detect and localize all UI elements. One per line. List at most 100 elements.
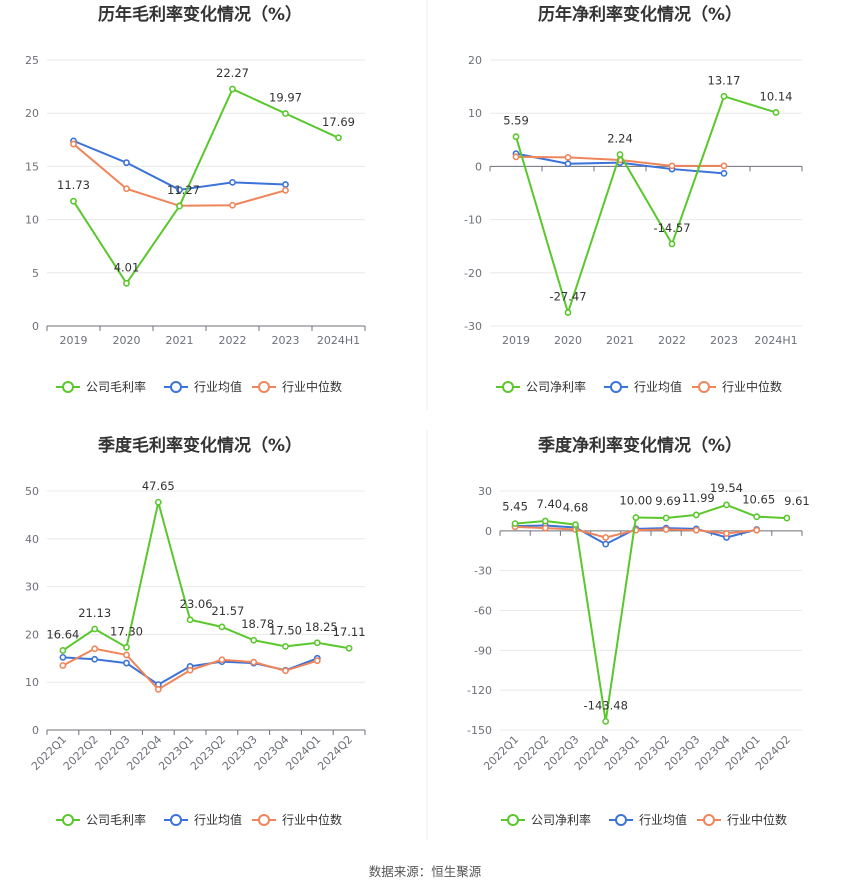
x-tick-label: 2020 xyxy=(113,334,141,347)
data-point-company xyxy=(723,501,730,509)
y-tick-label: -30 xyxy=(464,320,482,333)
legend-swatch-marker xyxy=(615,814,627,826)
quarterly-net-margin-chart: 季度净利率变化情况（%）-150-120-90-60-300302022Q120… xyxy=(467,435,810,827)
data-point-industry_median xyxy=(218,656,226,664)
x-tick-label: 2023 xyxy=(710,334,738,347)
x-tick-label: 2024Q2 xyxy=(315,733,355,773)
data-point-company xyxy=(692,511,700,519)
data-point-company xyxy=(91,625,99,633)
data-label: -14.57 xyxy=(653,221,690,235)
data-label: 2.24 xyxy=(607,131,633,145)
data-label: 19.97 xyxy=(269,91,302,105)
legend-swatch-marker xyxy=(62,814,74,826)
y-tick-label: 10 xyxy=(25,214,39,227)
data-point-company xyxy=(602,717,610,725)
x-tick-label: 2021 xyxy=(166,334,194,347)
data-point-industry_median xyxy=(512,153,520,161)
series-line-company xyxy=(72,88,339,285)
data-point-industry_median xyxy=(282,667,289,675)
data-point-company xyxy=(772,109,780,116)
data-point-company xyxy=(572,521,579,529)
data-point-industry_median xyxy=(250,658,258,666)
data-point-company xyxy=(282,110,289,117)
data-point-company xyxy=(783,514,791,522)
y-tick-label: 0 xyxy=(485,525,492,538)
data-label: 16.64 xyxy=(46,627,79,641)
legend-item-industry_median: 行业中位数 xyxy=(252,379,342,394)
data-point-industry_median xyxy=(753,526,761,534)
data-label: 17.50 xyxy=(269,623,302,637)
x-tick-label: 2021 xyxy=(606,334,634,347)
data-point-company xyxy=(282,642,289,650)
legend-swatch-marker xyxy=(507,814,519,826)
data-label: 22.27 xyxy=(216,66,249,80)
data-point-company xyxy=(123,643,130,651)
data-point-industry_median xyxy=(602,534,610,541)
chart-title: 历年毛利率变化情况（%） xyxy=(98,4,302,25)
legend-item-company: 公司毛利率 xyxy=(56,379,146,394)
y-tick-label: 30 xyxy=(478,485,492,498)
y-tick-label: 15 xyxy=(25,160,39,173)
data-label: 21.13 xyxy=(78,606,111,620)
data-point-company xyxy=(616,151,624,158)
legend-item-industry_avg: 行业均值 xyxy=(164,812,242,827)
data-label: 21.57 xyxy=(211,604,244,618)
data-point-industry_median xyxy=(720,162,728,170)
y-tick-label: 30 xyxy=(25,581,39,594)
data-label: 17.69 xyxy=(322,115,355,129)
legend-label: 行业中位数 xyxy=(282,812,342,827)
y-tick-label: 0 xyxy=(475,160,482,173)
data-label: 9.69 xyxy=(655,494,681,508)
data-point-industry_avg xyxy=(564,160,572,168)
data-point-industry_median xyxy=(282,186,289,194)
data-label: 17.11 xyxy=(333,625,366,639)
data-point-company xyxy=(218,623,226,631)
data-point-industry_median xyxy=(313,657,321,665)
data-point-industry_median xyxy=(692,526,700,534)
x-tick-label: 2022 xyxy=(658,334,686,347)
data-point-industry_median xyxy=(541,524,549,532)
data-point-company xyxy=(662,514,670,522)
legend-swatch-marker xyxy=(703,814,715,826)
x-tick-label: 2019 xyxy=(502,334,530,347)
series-line-company xyxy=(515,95,777,314)
data-point-industry_median xyxy=(662,526,670,533)
y-tick-label: 25 xyxy=(25,54,39,67)
data-point-company xyxy=(229,85,236,93)
data-point-industry_avg xyxy=(176,186,183,194)
y-tick-label: 0 xyxy=(32,320,39,333)
legend-item-industry_avg: 行业均值 xyxy=(609,812,687,827)
data-point-industry_avg xyxy=(229,178,236,186)
legend-item-company: 公司净利率 xyxy=(496,379,586,394)
legend-swatch-marker xyxy=(258,814,270,826)
data-point-industry_avg xyxy=(282,181,289,188)
legend-label: 公司毛利率 xyxy=(86,379,146,394)
data-label: -27.47 xyxy=(549,290,586,304)
x-tick-label: 2023 xyxy=(272,334,300,347)
legend-swatch-marker xyxy=(62,381,74,393)
data-label: 11.73 xyxy=(57,178,90,192)
legend-swatch-marker xyxy=(170,814,182,826)
data-point-company xyxy=(564,309,572,316)
legend-swatch-marker xyxy=(610,381,622,393)
quarterly-gross-margin-chart: 季度毛利率变化情况（%）010203040502022Q12022Q22022Q… xyxy=(25,435,366,827)
data-point-industry_median xyxy=(564,153,572,161)
data-point-company xyxy=(186,616,194,624)
data-label: 19.54 xyxy=(710,481,743,495)
data-point-company xyxy=(668,240,676,248)
data-point-company xyxy=(512,133,520,141)
x-tick-label: 2020 xyxy=(554,334,582,347)
data-label: 5.59 xyxy=(503,114,529,128)
legend-swatch-marker xyxy=(502,381,514,393)
data-point-industry_median xyxy=(123,651,130,659)
data-label: -143.48 xyxy=(584,698,628,712)
y-tick-label: 10 xyxy=(25,676,39,689)
data-point-industry_median xyxy=(91,645,99,653)
data-point-industry_median xyxy=(723,530,730,537)
x-tick-label: 2022 xyxy=(219,334,247,347)
data-point-industry_avg xyxy=(123,159,130,167)
data-point-industry_median xyxy=(668,162,676,170)
data-point-industry_median xyxy=(229,201,236,209)
chart-title: 季度毛利率变化情况（%） xyxy=(98,435,302,456)
